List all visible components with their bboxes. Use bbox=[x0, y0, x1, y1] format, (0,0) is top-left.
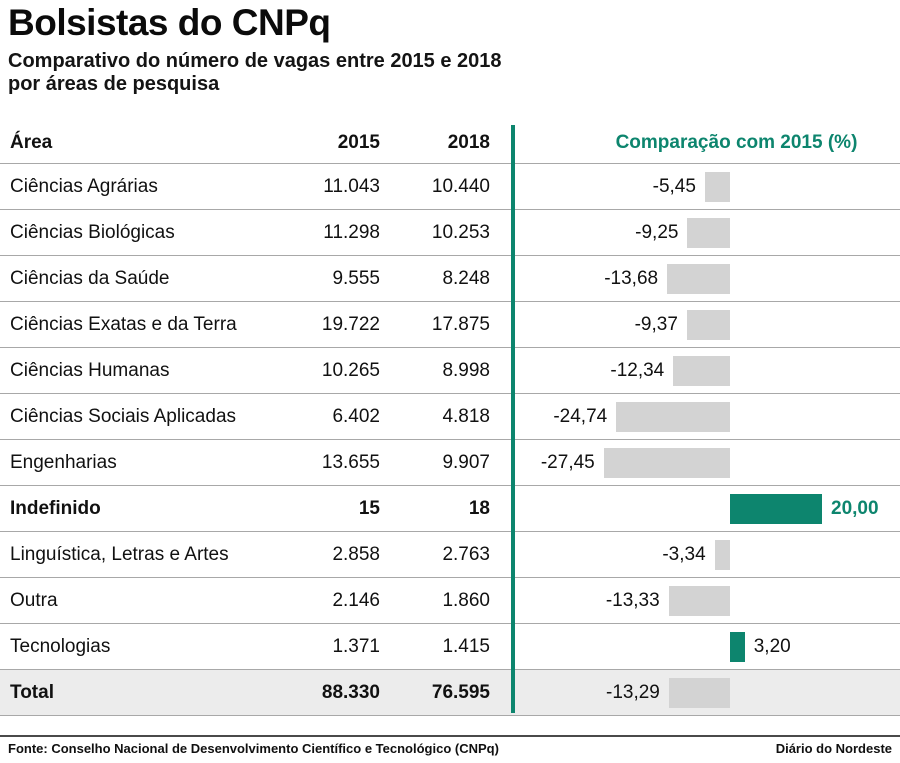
area-label: Ciências Agrárias bbox=[10, 176, 158, 197]
header-2015: 2015 bbox=[337, 132, 380, 153]
value-2015: 15 bbox=[358, 498, 380, 519]
table-row: Engenharias 13.655 9.907 -27,45 bbox=[0, 440, 900, 486]
pct-label: -13,29 bbox=[606, 682, 660, 703]
value-2015: 11.298 bbox=[323, 222, 380, 243]
pct-bar bbox=[730, 632, 745, 662]
area-label: Ciências Exatas e da Terra bbox=[10, 314, 237, 335]
value-2015: 2.858 bbox=[332, 544, 380, 565]
comparison-cell: -27,45 bbox=[513, 440, 900, 485]
value-2015: 6.402 bbox=[332, 406, 380, 427]
table-row: Linguística, Letras e Artes 2.858 2.763 … bbox=[0, 532, 900, 578]
value-2018: 9.907 bbox=[442, 452, 490, 473]
table-row: Ciências Exatas e da Terra 19.722 17.875… bbox=[0, 302, 900, 348]
value-2015: 19.722 bbox=[321, 314, 380, 335]
table-row: Ciências Agrárias 11.043 10.440 -5,45 bbox=[0, 164, 900, 210]
pct-label: -9,25 bbox=[635, 222, 679, 243]
pct-bar bbox=[668, 586, 730, 616]
subtitle-line-2: por áreas de pesquisa bbox=[8, 73, 220, 95]
value-2015: 9.555 bbox=[332, 268, 380, 289]
pct-label: -27,45 bbox=[540, 452, 595, 473]
pct-label: -3,34 bbox=[662, 544, 706, 565]
comparison-cell: -5,45 bbox=[513, 164, 900, 209]
table-row: Tecnologias 1.371 1.415 3,20 bbox=[0, 624, 900, 670]
comparison-cell: -3,34 bbox=[513, 532, 900, 577]
pct-label: -12,34 bbox=[610, 360, 665, 381]
pct-bar bbox=[667, 264, 730, 294]
value-2018: 76.595 bbox=[431, 682, 490, 703]
pct-label: -9,37 bbox=[634, 314, 678, 335]
table-row: Outra 2.146 1.860 -13,33 bbox=[0, 578, 900, 624]
table-row: Ciências Biológicas 11.298 10.253 -9,25 bbox=[0, 210, 900, 256]
table-row: Indefinido 15 18 20,00 bbox=[0, 486, 900, 532]
comparison-cell: -24,74 bbox=[513, 394, 900, 439]
comparison-cell: 3,20 bbox=[513, 624, 900, 669]
pct-label: -5,45 bbox=[652, 176, 696, 197]
pct-bar bbox=[673, 356, 730, 386]
area-label: Indefinido bbox=[10, 498, 101, 519]
pct-label: 20,00 bbox=[831, 498, 879, 519]
value-2018: 8.998 bbox=[442, 360, 490, 381]
page-title: Bolsistas do CNPq bbox=[8, 2, 331, 43]
value-2015: 1.371 bbox=[332, 636, 380, 657]
page-subtitle: Comparativo do número de vagas entre 201… bbox=[8, 50, 502, 96]
pct-bar bbox=[668, 678, 730, 708]
table-row: Ciências Sociais Aplicadas 6.402 4.818 -… bbox=[0, 394, 900, 440]
table-header-row: Área 2015 2018 bbox=[0, 122, 900, 164]
comparison-cell: -13,68 bbox=[513, 256, 900, 301]
header-area: Área bbox=[10, 132, 53, 153]
header-comparison: Comparação com 2015 (%) bbox=[615, 132, 858, 153]
header-2018: 2018 bbox=[447, 132, 490, 153]
subtitle-line-1: Comparativo do número de vagas entre 201… bbox=[8, 50, 502, 72]
comparison-cell: 20,00 bbox=[513, 486, 900, 531]
value-2015: 11.043 bbox=[323, 176, 380, 197]
value-2015: 13.655 bbox=[321, 452, 380, 473]
pct-bar bbox=[686, 310, 730, 340]
value-2018: 10.253 bbox=[431, 222, 490, 243]
area-label: Engenharias bbox=[10, 452, 117, 473]
area-label: Total bbox=[10, 682, 54, 703]
zero-axis-line bbox=[511, 125, 515, 713]
value-2018: 18 bbox=[468, 498, 490, 519]
pct-bar bbox=[603, 448, 730, 478]
credit-text: Diário do Nordeste bbox=[775, 741, 892, 756]
pct-bar bbox=[714, 540, 730, 570]
pct-label: 3,20 bbox=[753, 636, 791, 657]
area-label: Tecnologias bbox=[10, 636, 111, 657]
value-2018: 4.818 bbox=[442, 406, 490, 427]
value-2015: 2.146 bbox=[332, 590, 380, 611]
value-2018: 1.860 bbox=[442, 590, 490, 611]
comparison-table: Área 2015 2018 Ciências Agrárias 11.043 … bbox=[0, 122, 900, 716]
value-2018: 10.440 bbox=[431, 176, 490, 197]
table-row: Ciências Humanas 10.265 8.998 -12,34 bbox=[0, 348, 900, 394]
pct-bar bbox=[616, 402, 730, 432]
area-label: Ciências Sociais Aplicadas bbox=[10, 406, 237, 427]
area-label: Ciências da Saúde bbox=[10, 268, 170, 289]
area-label: Ciências Humanas bbox=[10, 360, 170, 381]
footer-divider bbox=[0, 735, 900, 737]
pct-label: -24,74 bbox=[553, 406, 608, 427]
comparison-cell: -9,25 bbox=[513, 210, 900, 255]
value-2018: 2.763 bbox=[442, 544, 490, 565]
value-2015: 88.330 bbox=[321, 682, 380, 703]
area-label: Ciências Biológicas bbox=[10, 222, 175, 243]
area-label: Linguística, Letras e Artes bbox=[10, 544, 229, 565]
value-2015: 10.265 bbox=[321, 360, 380, 381]
comparison-cell: -13,29 bbox=[513, 670, 900, 715]
table-row: Ciências da Saúde 9.555 8.248 -13,68 bbox=[0, 256, 900, 302]
pct-bar bbox=[730, 494, 822, 524]
source-text: Fonte: Conselho Nacional de Desenvolvime… bbox=[8, 741, 499, 756]
table-row-total: Total 88.330 76.595 -13,29 bbox=[0, 670, 900, 716]
value-2018: 1.415 bbox=[442, 636, 490, 657]
pct-bar bbox=[704, 172, 730, 202]
value-2018: 17.875 bbox=[431, 314, 490, 335]
comparison-cell: -12,34 bbox=[513, 348, 900, 393]
pct-label: -13,68 bbox=[604, 268, 659, 289]
comparison-cell: -13,33 bbox=[513, 578, 900, 623]
area-label: Outra bbox=[10, 590, 58, 611]
comparison-cell: -9,37 bbox=[513, 302, 900, 347]
pct-label: -13,33 bbox=[605, 590, 660, 611]
pct-bar bbox=[687, 218, 730, 248]
value-2018: 8.248 bbox=[442, 268, 490, 289]
